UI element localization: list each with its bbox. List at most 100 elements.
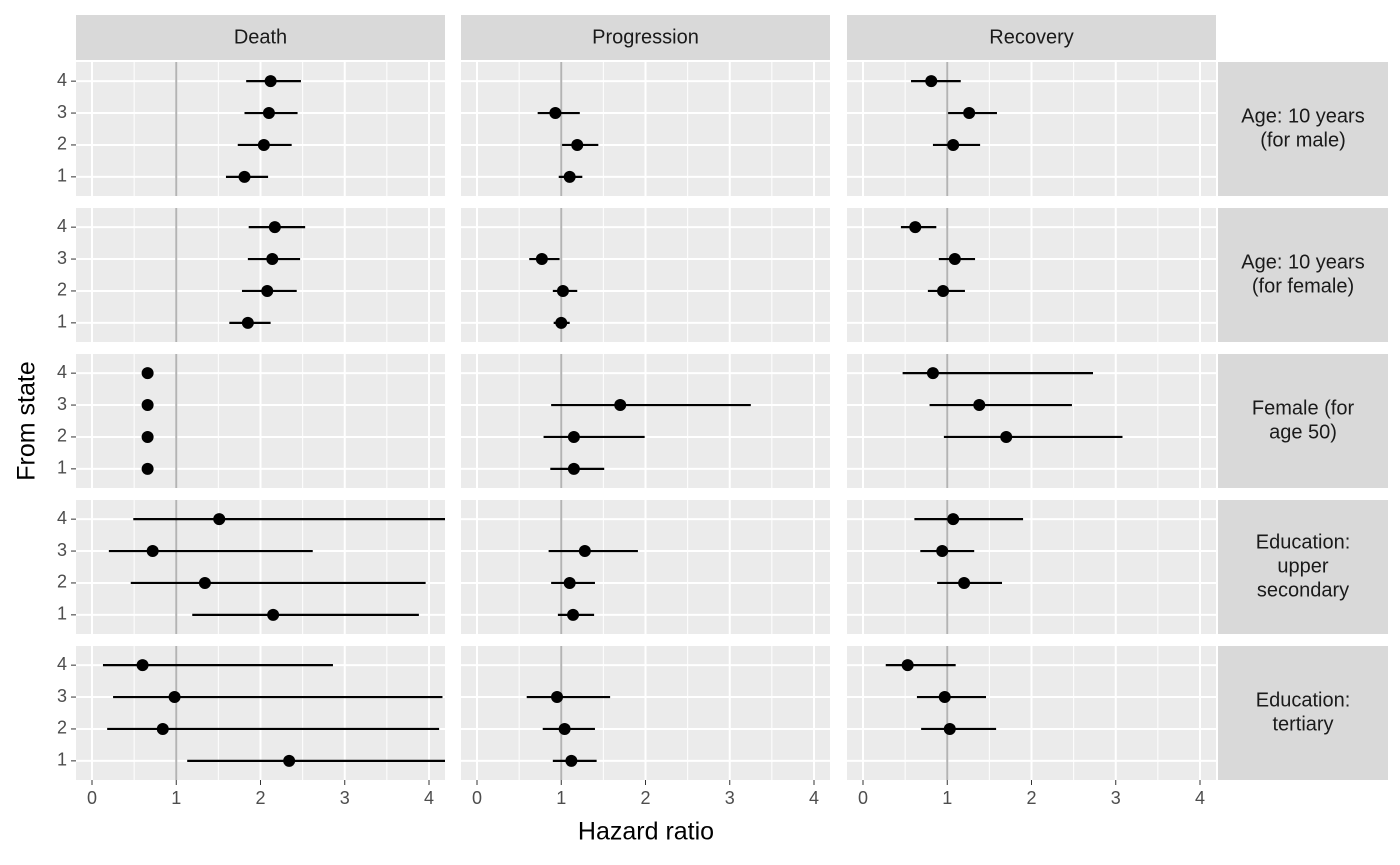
x-tick-label: 4 [424, 788, 434, 808]
x-tick-label: 1 [556, 788, 566, 808]
estimate-point [947, 513, 960, 526]
x-tick-label: 4 [1195, 788, 1205, 808]
panel [461, 62, 830, 196]
estimate-point [266, 253, 279, 266]
x-tick-label: 2 [1026, 788, 1036, 808]
estimate-point [141, 399, 154, 412]
y-tick-label: 4 [57, 508, 67, 528]
column-strip-label: Progression [592, 26, 699, 48]
estimate-point [567, 430, 580, 443]
strip-background [1218, 62, 1388, 196]
panel [461, 646, 830, 780]
y-tick-label: 2 [57, 718, 67, 738]
estimate-point [268, 221, 281, 234]
x-tick-label: 3 [1111, 788, 1121, 808]
panel [847, 208, 1216, 342]
estimate-point [556, 284, 569, 297]
row-strip-label: upper [1277, 555, 1328, 577]
estimate-point [198, 576, 211, 589]
x-tick-label: 3 [340, 788, 350, 808]
estimate-point [936, 545, 949, 558]
estimate-point [156, 722, 169, 735]
panel [76, 354, 445, 488]
estimate-point [963, 107, 976, 120]
estimate-point [938, 691, 951, 704]
estimate-point [901, 659, 914, 672]
strip-background [847, 15, 1216, 60]
strip-background [461, 15, 830, 60]
y-tick-label: 4 [57, 70, 67, 90]
strip-background [1218, 208, 1388, 342]
y-tick-label: 4 [57, 362, 67, 382]
estimate-point [563, 170, 576, 183]
estimate-point [909, 221, 922, 234]
estimate-point [937, 284, 950, 297]
estimate-point [264, 75, 277, 88]
x-tick-label: 1 [942, 788, 952, 808]
estimate-point [973, 399, 986, 412]
y-tick-label: 1 [57, 166, 67, 186]
estimate-point [565, 754, 578, 767]
panel [76, 646, 445, 780]
estimate-point [958, 576, 971, 589]
row-strip-label: Education: [1256, 531, 1351, 553]
estimate-point [257, 138, 270, 151]
estimate-point [267, 608, 280, 621]
x-tick-label: 2 [255, 788, 265, 808]
estimate-point [563, 576, 576, 589]
strip-background [1218, 500, 1388, 634]
y-tick-label: 1 [57, 604, 67, 624]
y-axis-title: From state [13, 361, 41, 480]
panel [847, 646, 1216, 780]
estimate-point [141, 430, 154, 443]
estimate-point [168, 691, 181, 704]
panel [461, 500, 830, 634]
y-tick-label: 2 [57, 426, 67, 446]
x-tick-label: 0 [858, 788, 868, 808]
x-tick-label: 1 [171, 788, 181, 808]
y-tick-label: 2 [57, 134, 67, 154]
estimate-point [238, 170, 251, 183]
estimate-point [283, 754, 296, 767]
estimate-point [614, 399, 627, 412]
row-strip-label: Age: 10 years [1241, 105, 1364, 127]
y-tick-label: 3 [57, 686, 67, 706]
panel [847, 62, 1216, 196]
x-axis-title: Hazard ratio [578, 818, 714, 846]
estimate-point [262, 107, 275, 120]
strip-background [76, 15, 445, 60]
estimate-point [947, 138, 960, 151]
estimate-point [549, 107, 562, 120]
row-strip-label: age 50) [1269, 421, 1337, 443]
estimate-point [555, 316, 568, 329]
panel [461, 208, 830, 342]
estimate-point [213, 513, 226, 526]
panel [76, 500, 445, 634]
row-strip-label: (for female) [1252, 275, 1354, 297]
row-strip-label: secondary [1257, 579, 1349, 601]
y-tick-label: 1 [57, 312, 67, 332]
y-tick-label: 2 [57, 280, 67, 300]
y-tick-label: 1 [57, 458, 67, 478]
strip-background [1218, 354, 1388, 488]
y-tick-label: 4 [57, 216, 67, 236]
estimate-point [136, 659, 149, 672]
y-tick-label: 3 [57, 394, 67, 414]
y-tick-label: 4 [57, 654, 67, 674]
y-tick-label: 3 [57, 248, 67, 268]
row-strip-label: (for male) [1260, 129, 1346, 151]
estimate-point [558, 722, 571, 735]
column-strip-label: Recovery [989, 26, 1073, 48]
row-strip-label: Age: 10 years [1241, 251, 1364, 273]
estimate-point [551, 691, 564, 704]
estimate-point [141, 367, 154, 380]
panel [847, 500, 1216, 634]
estimate-point [535, 253, 548, 266]
x-tick-label: 0 [87, 788, 97, 808]
estimate-point [241, 316, 254, 329]
estimate-point [943, 722, 956, 735]
x-tick-label: 2 [640, 788, 650, 808]
strip-background [1218, 646, 1388, 780]
